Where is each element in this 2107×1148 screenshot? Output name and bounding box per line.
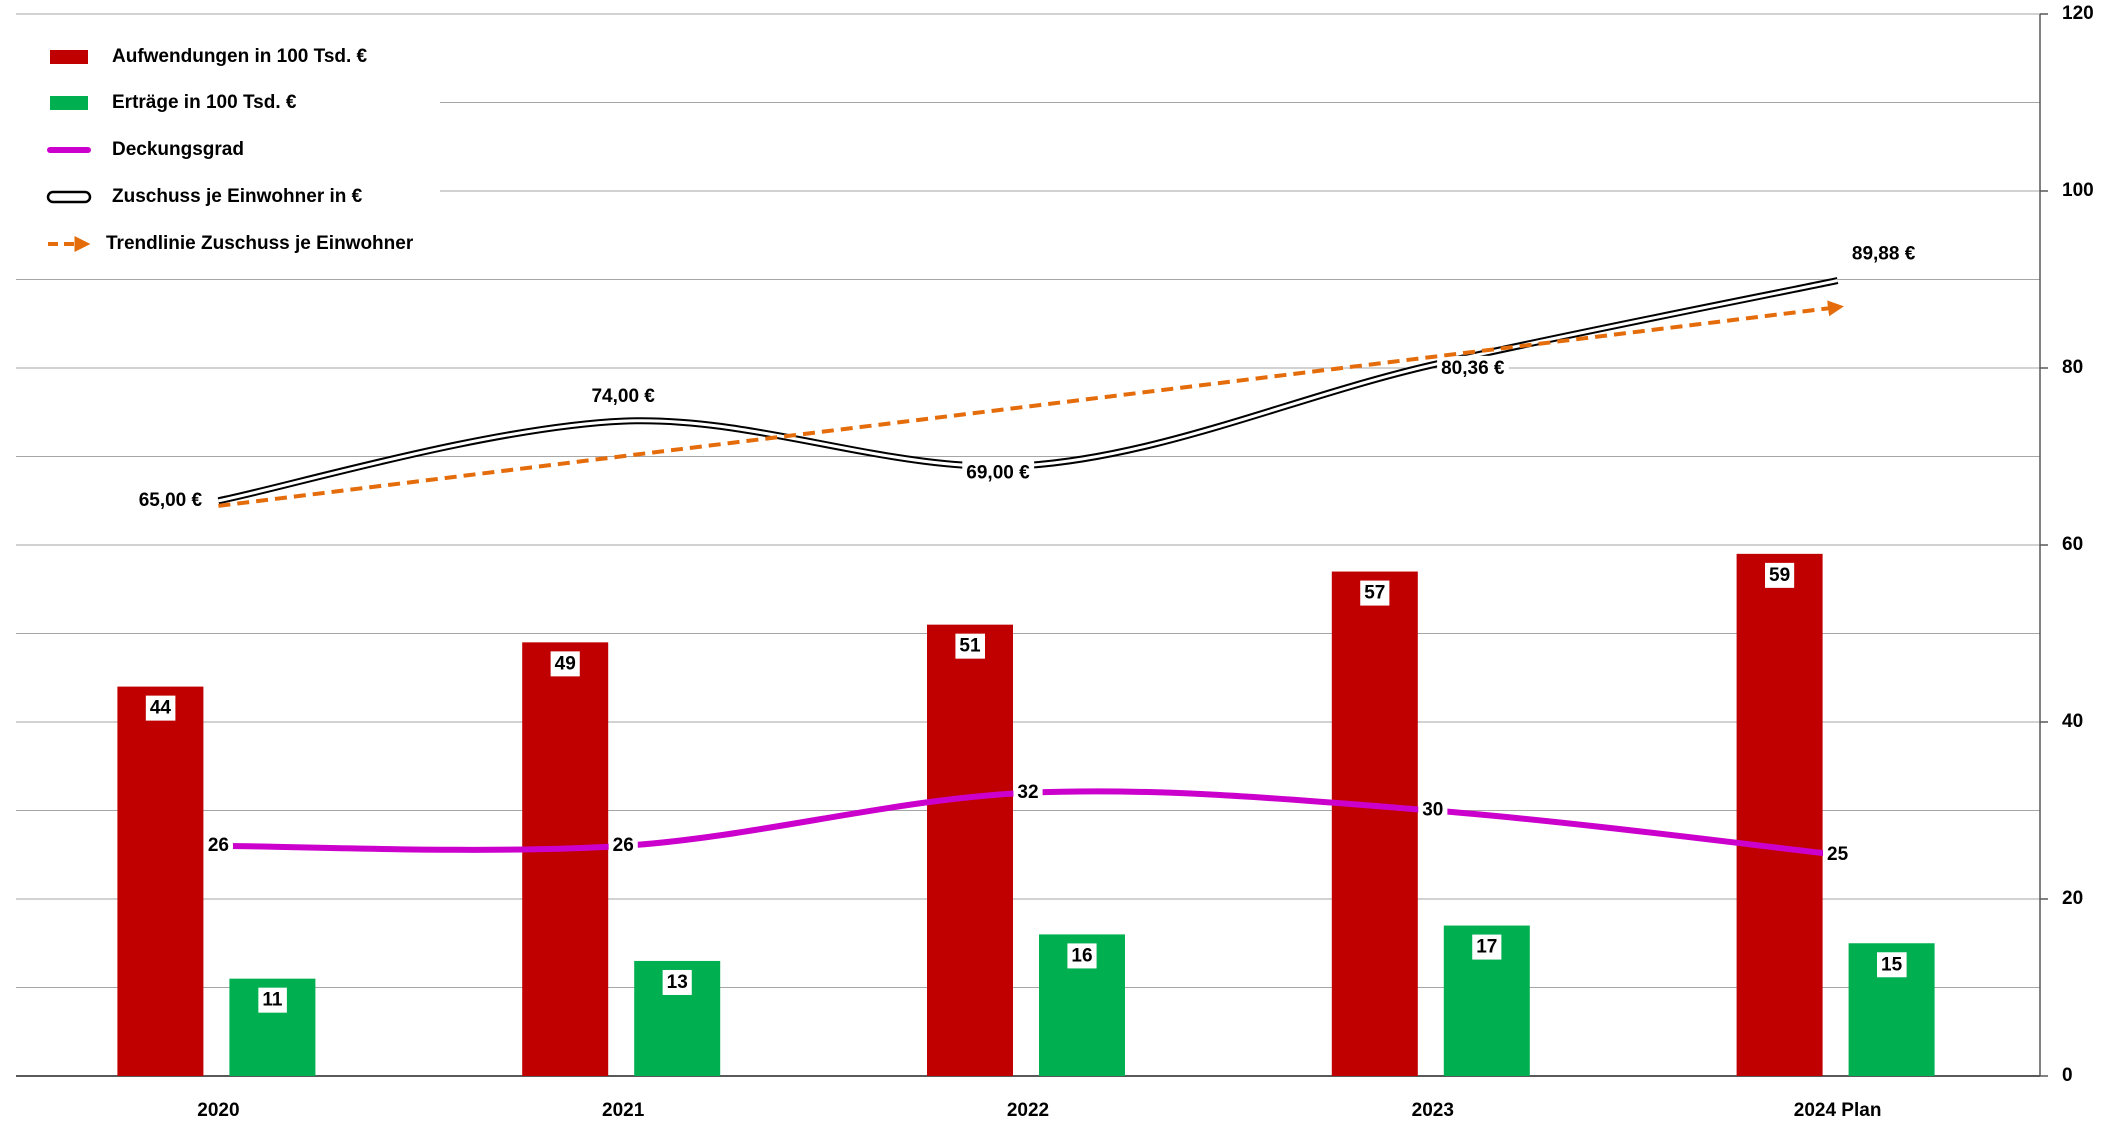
y-tick-label: 20 <box>2062 888 2083 909</box>
x-tick-label: 2022 <box>1007 1100 1049 1121</box>
y-tick-label: 100 <box>2062 180 2094 201</box>
bar <box>1736 553 1823 1076</box>
data-label: 69,00 € <box>966 462 1030 483</box>
label-box <box>1418 797 1448 823</box>
label-box <box>1437 355 1509 381</box>
data-label: 26 <box>208 835 229 856</box>
label-box <box>1765 562 1795 588</box>
data-label: 26 <box>613 835 634 856</box>
label-box <box>1067 943 1097 969</box>
label-box <box>1877 952 1907 978</box>
data-label: 49 <box>555 653 576 674</box>
bar <box>927 624 1013 1076</box>
data-label: 15 <box>1881 954 1903 975</box>
x-tick-label: 2020 <box>197 1100 239 1121</box>
label-box <box>587 384 660 410</box>
data-label: 57 <box>1364 583 1385 604</box>
legend-label: Aufwendungen in 100 Tsd. € <box>112 46 368 67</box>
label-box <box>662 969 692 995</box>
legend-marker <box>50 96 88 110</box>
data-label: 89,88 € <box>1852 244 1916 265</box>
data-label: 59 <box>1769 565 1790 586</box>
legend-label: Trendlinie Zuschuss je Einwohner <box>106 233 414 254</box>
data-label: 16 <box>1071 945 1092 966</box>
y-tick-label: 120 <box>2062 3 2094 24</box>
label-box <box>1847 241 1920 267</box>
label-box <box>145 695 176 721</box>
x-tick-label: 2023 <box>1412 1100 1454 1121</box>
x-tick-label: 2021 <box>602 1100 645 1121</box>
x-tick-label: 2024 Plan <box>1794 1100 1882 1121</box>
legend-box <box>12 24 440 268</box>
bar <box>522 642 609 1076</box>
label-box <box>203 832 233 858</box>
label-box <box>955 633 985 659</box>
legend-marker <box>50 50 88 64</box>
label-box <box>1013 779 1043 805</box>
label-box <box>1823 841 1853 867</box>
label-box <box>550 651 580 677</box>
data-label: 17 <box>1476 937 1497 958</box>
data-label: 65,00 € <box>139 490 203 511</box>
data-label: 32 <box>1017 782 1038 803</box>
data-label: 30 <box>1422 800 1443 821</box>
trend-line <box>218 300 1844 508</box>
y-tick-label: 60 <box>2062 534 2083 555</box>
legend-label: Erträge in 100 Tsd. € <box>112 92 297 113</box>
data-label: 25 <box>1827 844 1849 865</box>
data-label: 74,00 € <box>591 386 655 407</box>
data-label: 13 <box>667 972 688 993</box>
y-tick-label: 80 <box>2062 357 2083 378</box>
bar <box>1331 571 1418 1076</box>
data-label: 80,36 € <box>1441 358 1505 379</box>
label-box <box>258 987 287 1013</box>
y-tick-label: 40 <box>2062 711 2083 732</box>
legend-label: Deckungsgrad <box>112 139 244 160</box>
label-box <box>1472 934 1502 960</box>
data-label: 51 <box>959 636 981 657</box>
label-box <box>962 460 1035 486</box>
label-box <box>608 832 638 858</box>
bar <box>117 686 204 1076</box>
legend-marker <box>46 190 92 204</box>
y-tick-label: 0 <box>2062 1065 2073 1086</box>
label-box <box>1360 580 1390 606</box>
label-box <box>134 487 207 513</box>
data-label: 11 <box>262 990 283 1011</box>
legend-label: Zuschuss je Einwohner in € <box>112 186 363 207</box>
data-label: 44 <box>150 698 172 719</box>
